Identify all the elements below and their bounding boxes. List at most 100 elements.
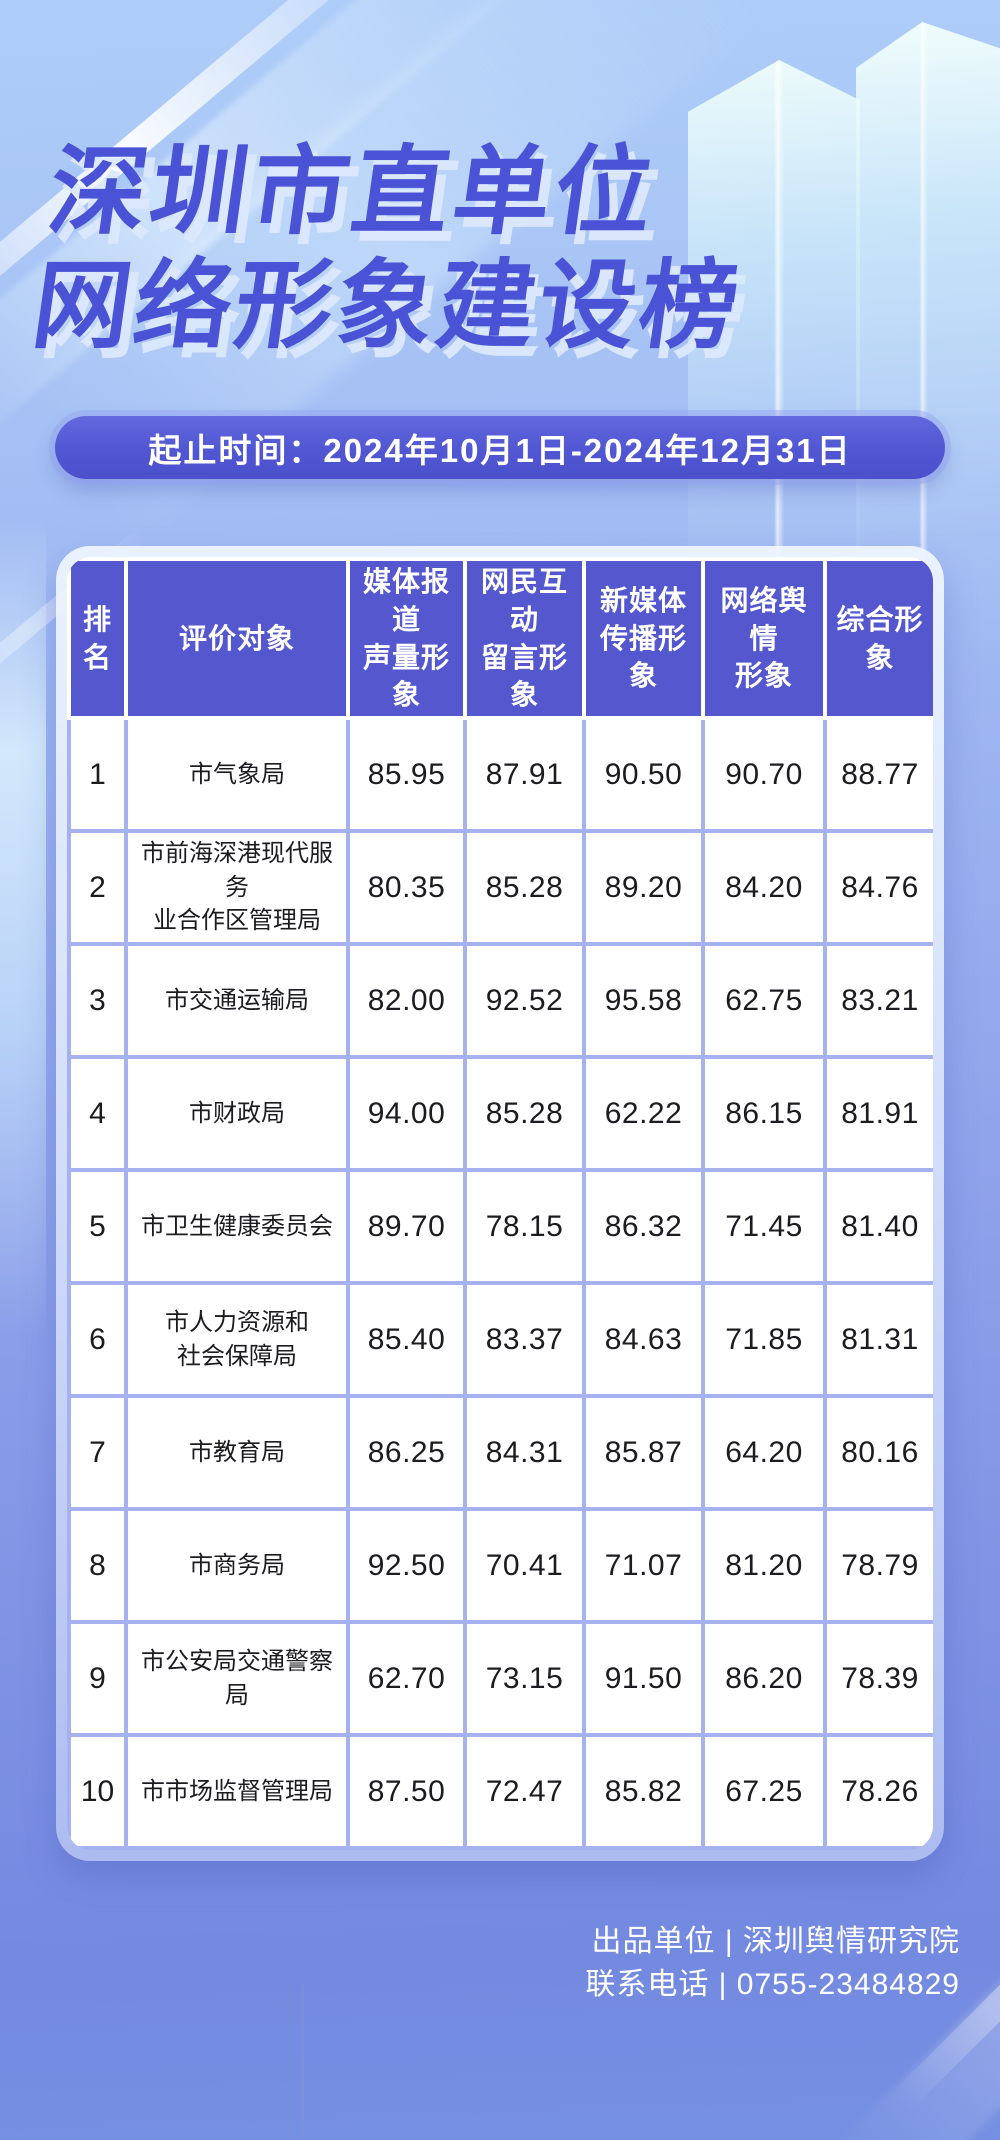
name-cell: 市卫生健康委员会 <box>124 1168 350 1286</box>
name-cell: 市市场监督管理局 <box>124 1733 350 1851</box>
rank-cell: 8 <box>67 1507 128 1625</box>
ranking-table: 排名 评价对象 媒体报道 声量形象 网民互动 留言形象 新媒体 传播形象 网络舆… <box>67 557 933 1851</box>
score-cell: 82.00 <box>346 942 467 1060</box>
period-text: 起止时间：2024年10月1日-2024年12月31日 <box>148 431 852 469</box>
column-header-netizen-interaction: 网民互动 留言形象 <box>463 557 586 721</box>
header-row: 排名 评价对象 媒体报道 声量形象 网民互动 留言形象 新媒体 传播形象 网络舆… <box>67 557 933 721</box>
column-header-overall: 综合形象 <box>823 557 933 721</box>
score-cell: 72.47 <box>463 1733 586 1851</box>
table-row: 1 市气象局 85.95 87.91 90.50 90.70 88.77 <box>67 716 933 834</box>
period-banner: 起止时间：2024年10月1日-2024年12月31日 <box>55 416 945 479</box>
score-cell: 85.40 <box>346 1281 467 1399</box>
poster-title: 深圳市直单位 网络形象建设榜 <box>26 135 765 363</box>
score-cell: 62.70 <box>346 1620 467 1738</box>
score-cell: 95.58 <box>582 942 705 1060</box>
score-cell: 85.28 <box>463 829 586 947</box>
table-row: 5 市卫生健康委员会 89.70 78.15 86.32 71.45 81.40 <box>67 1168 933 1286</box>
score-cell: 89.20 <box>582 829 705 947</box>
score-cell: 88.77 <box>823 716 933 834</box>
score-cell: 70.41 <box>463 1507 586 1625</box>
column-header-rank: 排名 <box>67 557 128 721</box>
poster-title-line1: 深圳市直单位 <box>42 137 664 246</box>
column-header-online-sentiment: 网络舆情 形象 <box>701 557 827 721</box>
footer-phone: 联系电话 | 0755-23484829 <box>585 1968 960 2001</box>
score-cell: 91.50 <box>582 1620 705 1738</box>
poster-title-line2: 网络形象建设榜 <box>26 251 749 360</box>
rank-cell: 4 <box>67 1055 128 1173</box>
column-header-target: 评价对象 <box>124 557 350 721</box>
score-cell: 71.07 <box>582 1507 705 1625</box>
name-cell: 市前海深港现代服务 业合作区管理局 <box>124 829 350 947</box>
score-cell: 85.28 <box>463 1055 586 1173</box>
score-cell: 80.16 <box>823 1394 933 1512</box>
score-cell: 78.79 <box>823 1507 933 1625</box>
name-cell: 市人力资源和 社会保障局 <box>124 1281 350 1399</box>
table-row: 2 市前海深港现代服务 业合作区管理局 80.35 85.28 89.20 84… <box>67 829 933 947</box>
rank-cell: 6 <box>67 1281 128 1399</box>
name-cell: 市财政局 <box>124 1055 350 1173</box>
ranking-table-frame: 排名 评价对象 媒体报道 声量形象 网民互动 留言形象 新媒体 传播形象 网络舆… <box>67 557 933 1851</box>
score-cell: 85.95 <box>346 716 467 834</box>
score-cell: 83.21 <box>823 942 933 1060</box>
rank-cell: 1 <box>67 716 128 834</box>
score-cell: 84.76 <box>823 829 933 947</box>
score-cell: 78.39 <box>823 1620 933 1738</box>
rank-cell: 7 <box>67 1394 128 1512</box>
score-cell: 90.50 <box>582 716 705 834</box>
score-cell: 92.52 <box>463 942 586 1060</box>
column-header-new-media: 新媒体 传播形象 <box>582 557 705 721</box>
name-cell: 市商务局 <box>124 1507 350 1625</box>
table-row: 9 市公安局交通警察局 62.70 73.15 91.50 86.20 78.3… <box>67 1620 933 1738</box>
score-cell: 90.70 <box>701 716 827 834</box>
table-row: 8 市商务局 92.50 70.41 71.07 81.20 78.79 <box>67 1507 933 1625</box>
score-cell: 81.40 <box>823 1168 933 1286</box>
score-cell: 71.85 <box>701 1281 827 1399</box>
score-cell: 87.91 <box>463 716 586 834</box>
table-row: 7 市教育局 86.25 84.31 85.87 64.20 80.16 <box>67 1394 933 1512</box>
score-cell: 86.32 <box>582 1168 705 1286</box>
name-cell: 市气象局 <box>124 716 350 834</box>
rank-cell: 5 <box>67 1168 128 1286</box>
table-row: 3 市交通运输局 82.00 92.52 95.58 62.75 83.21 <box>67 942 933 1060</box>
name-cell: 市教育局 <box>124 1394 350 1512</box>
score-cell: 64.20 <box>701 1394 827 1512</box>
score-cell: 84.63 <box>582 1281 705 1399</box>
rank-cell: 10 <box>67 1733 128 1851</box>
score-cell: 71.45 <box>701 1168 827 1286</box>
score-cell: 84.31 <box>463 1394 586 1512</box>
score-cell: 62.22 <box>582 1055 705 1173</box>
footer-producer: 出品单位 | 深圳舆情研究院 <box>591 1925 960 1958</box>
score-cell: 86.20 <box>701 1620 827 1738</box>
score-cell: 62.75 <box>701 942 827 1060</box>
score-cell: 85.82 <box>582 1733 705 1851</box>
score-cell: 81.91 <box>823 1055 933 1173</box>
rank-cell: 3 <box>67 942 128 1060</box>
score-cell: 81.20 <box>701 1507 827 1625</box>
table-row: 10 市市场监督管理局 87.50 72.47 85.82 67.25 78.2… <box>67 1733 933 1851</box>
score-cell: 80.35 <box>346 829 467 947</box>
score-cell: 78.26 <box>823 1733 933 1851</box>
score-cell: 86.25 <box>346 1394 467 1512</box>
score-cell: 92.50 <box>346 1507 467 1625</box>
footer: 出品单位 | 深圳舆情研究院 联系电话 | 0755-23484829 <box>585 1920 960 2006</box>
score-cell: 67.25 <box>701 1733 827 1851</box>
score-cell: 89.70 <box>346 1168 467 1286</box>
score-cell: 87.50 <box>346 1733 467 1851</box>
score-cell: 78.15 <box>463 1168 586 1286</box>
column-header-media-report: 媒体报道 声量形象 <box>346 557 467 721</box>
score-cell: 83.37 <box>463 1281 586 1399</box>
score-cell: 85.87 <box>582 1394 705 1512</box>
score-cell: 86.15 <box>701 1055 827 1173</box>
rank-cell: 9 <box>67 1620 128 1738</box>
table-row: 6 市人力资源和 社会保障局 85.40 83.37 84.63 71.85 8… <box>67 1281 933 1399</box>
score-cell: 94.00 <box>346 1055 467 1173</box>
score-cell: 84.20 <box>701 829 827 947</box>
score-cell: 81.31 <box>823 1281 933 1399</box>
ranking-table-card: 排名 评价对象 媒体报道 声量形象 网民互动 留言形象 新媒体 传播形象 网络舆… <box>56 546 944 1862</box>
building-silhouette-line <box>301 1985 304 2140</box>
name-cell: 市交通运输局 <box>124 942 350 1060</box>
name-cell: 市公安局交通警察局 <box>124 1620 350 1738</box>
light-band <box>0 520 46 1340</box>
rank-cell: 2 <box>67 829 128 947</box>
